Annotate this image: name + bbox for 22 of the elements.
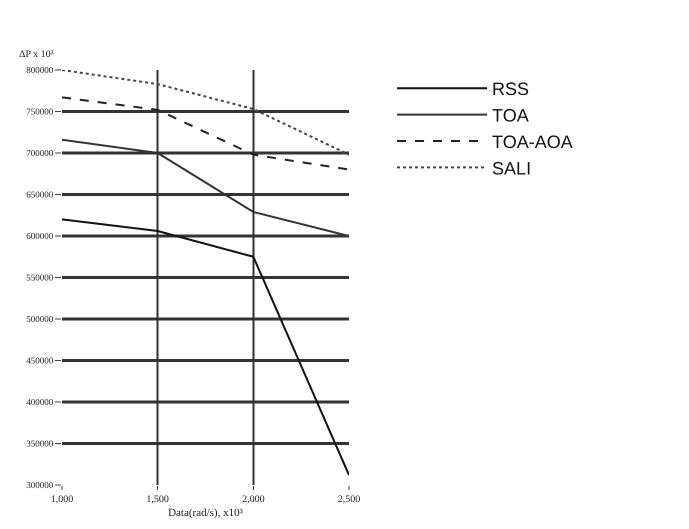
legend-label: SALI [492,158,532,178]
legend-label: TOA-AOA [492,132,573,152]
y-tick-label: 350000 [26,438,54,449]
legend-label: TOA [492,106,529,126]
y-tick-label: 400000 [26,397,54,408]
y-tick-label: 550000 [26,272,54,283]
y-tick-label: 650000 [26,190,54,200]
y-tick-label: 600000 [26,231,54,242]
x-tick-label: 2,500 [338,494,360,505]
legend-label: RSS [492,79,530,100]
y-tick-label: 750000 [26,106,54,117]
x-tick-label: 1,000 [50,494,74,505]
y-tick-label: 300000 [26,480,54,490]
y-axis-title: ΔP x 10³ [19,49,54,60]
y-tick-label: 500000 [26,314,54,324]
y-tick-label: 800000 [26,65,54,76]
x-tick-label: 1,500 [146,494,169,505]
x-axis-title: Data(rad/s), x10³ [168,507,244,520]
line-series [62,96,349,171]
x-tick-label: 2,000 [242,494,265,505]
y-tick-label: 700000 [26,148,54,158]
y-tick-label: 450000 [26,356,54,366]
